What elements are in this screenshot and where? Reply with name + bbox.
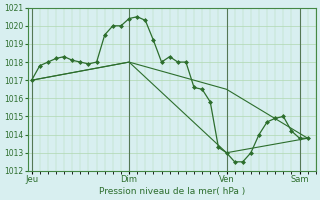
X-axis label: Pression niveau de la mer( hPa ): Pression niveau de la mer( hPa ) (99, 187, 245, 196)
